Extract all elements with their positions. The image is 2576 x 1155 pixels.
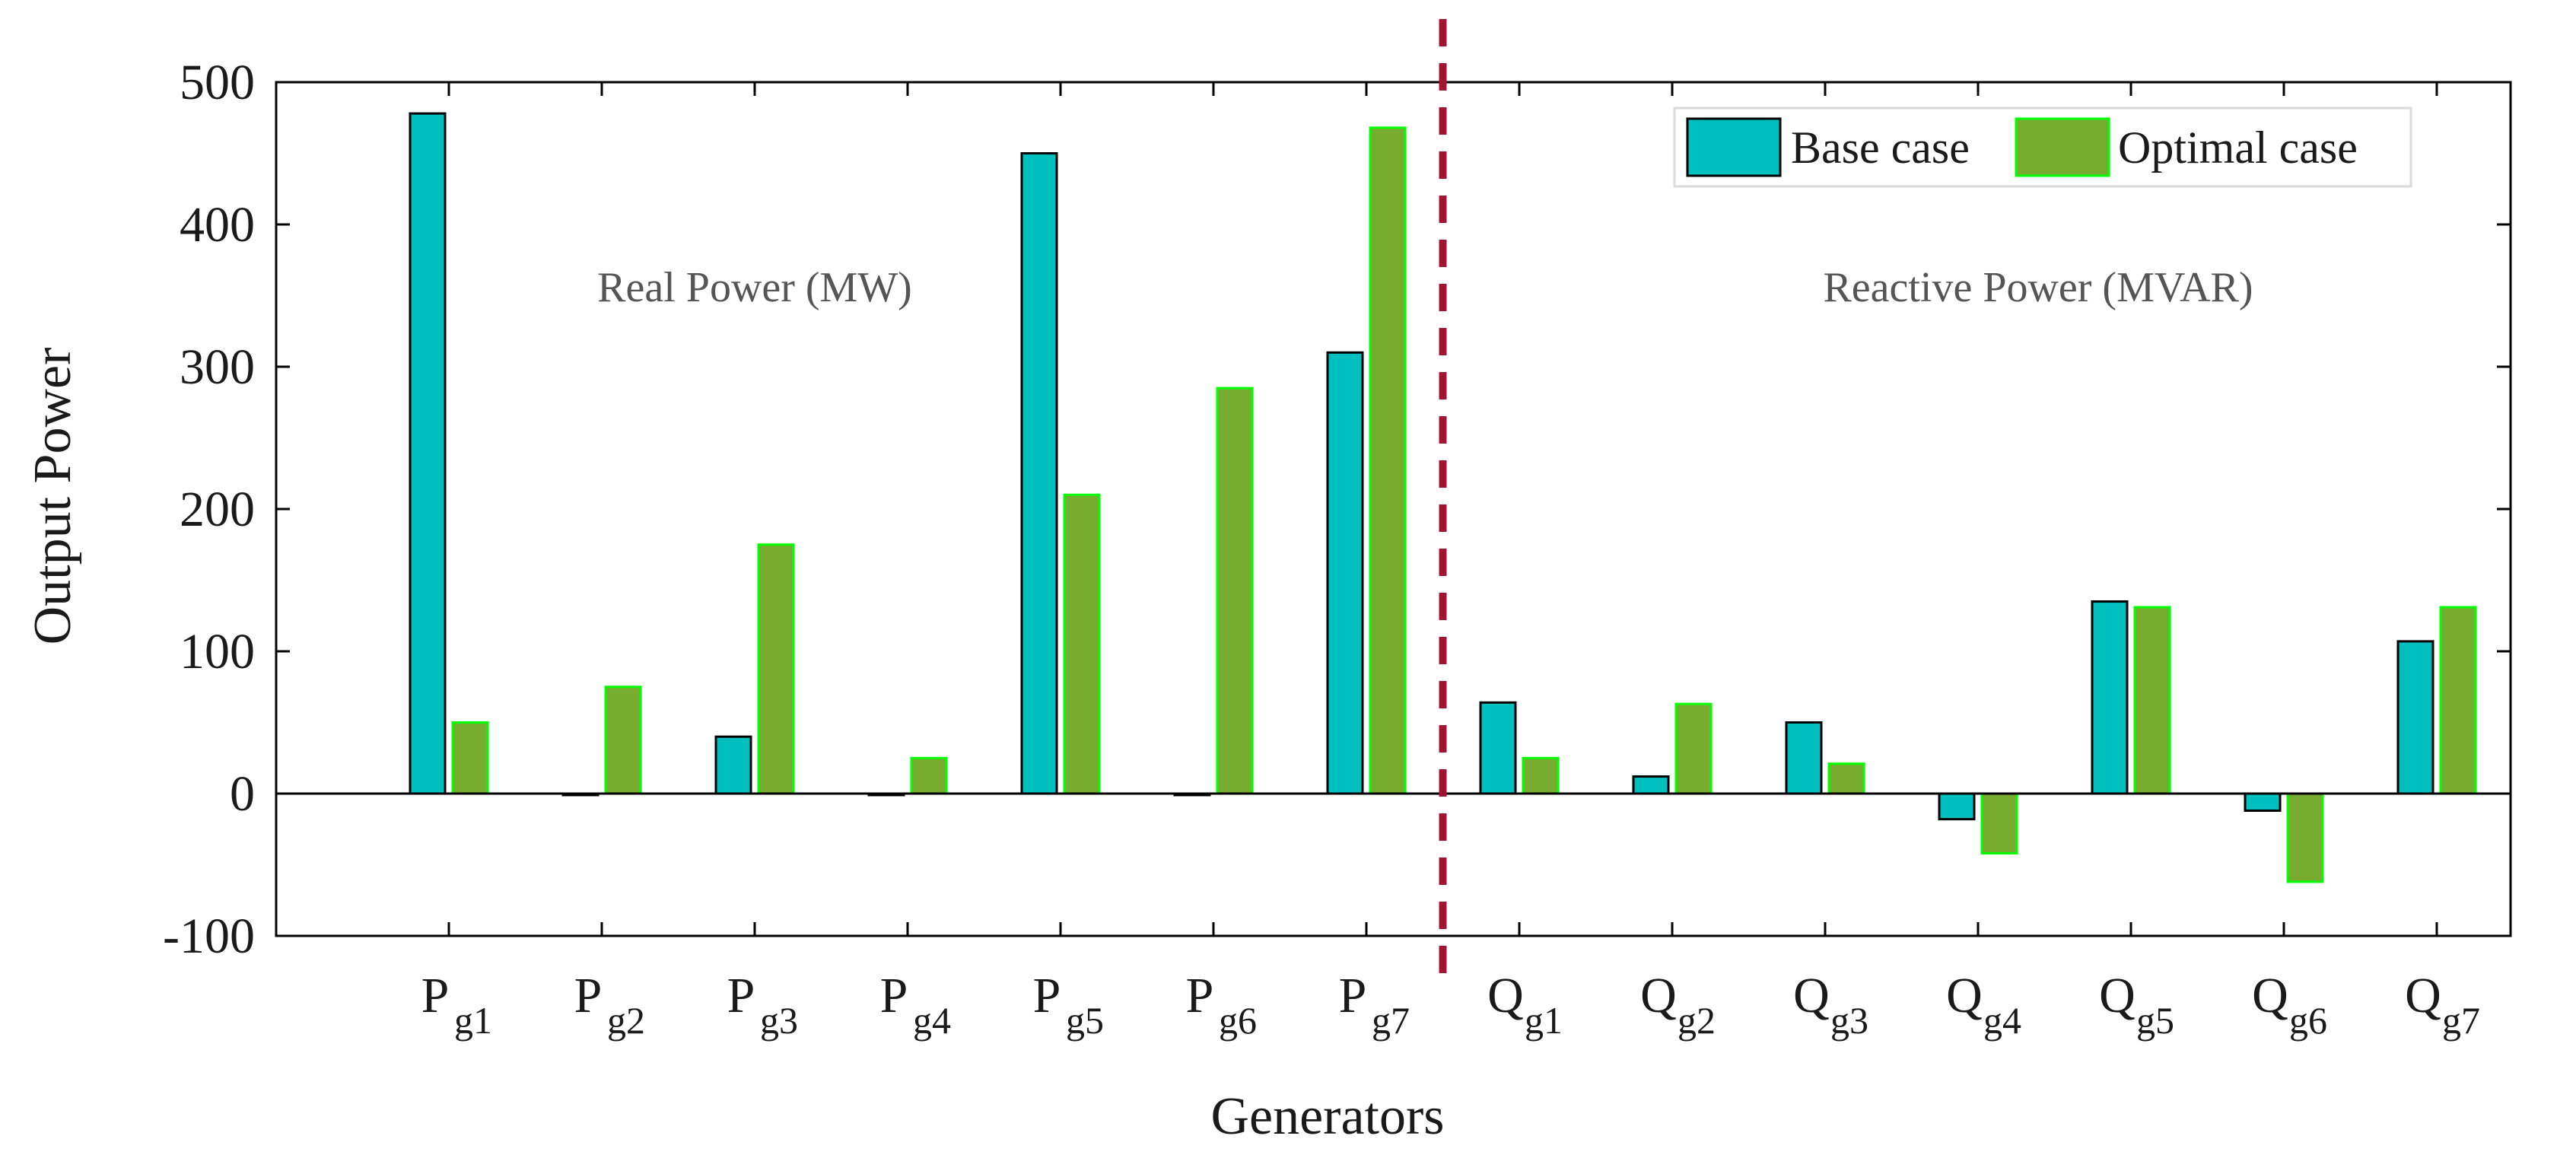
bar-optimal-qg2 — [1674, 702, 1713, 795]
x-tick-label-sub: g5 — [2136, 999, 2174, 1042]
bar-base-qg6 — [2244, 792, 2282, 812]
real-power-label: Real Power (MW) — [597, 264, 912, 311]
bar-optimal-pg4 — [910, 756, 948, 795]
x-tick-label-sub: g7 — [2442, 999, 2480, 1042]
x-tick-label-main: Q — [1946, 968, 1983, 1023]
legend-swatch-base — [1686, 117, 1782, 177]
x-tick-label-sub: g3 — [1830, 999, 1868, 1042]
y-tick-label: -100 — [163, 908, 255, 964]
x-tick-label-sub: g6 — [2289, 999, 2327, 1042]
bar-base-qg1 — [1479, 701, 1517, 795]
bar-optimal-pg2 — [604, 686, 642, 795]
x-tick-label-main: Q — [2099, 968, 2136, 1023]
x-tick-label-sub: g5 — [1066, 999, 1104, 1042]
reactive-power-label: Reactive Power (MVAR) — [1823, 264, 2253, 311]
bar-optimal-pg1 — [451, 721, 489, 795]
x-tick-label-main: P — [1033, 968, 1061, 1023]
x-tick-label-sub: g4 — [1983, 999, 2021, 1042]
x-tick-label-main: Q — [2252, 968, 2288, 1023]
x-tick-label-sub: g2 — [1678, 999, 1716, 1042]
x-tick-label-main: P — [574, 968, 603, 1023]
x-tick-label-main: Q — [2405, 968, 2441, 1023]
x-tick-label-main: Q — [1793, 968, 1830, 1023]
legend-label-optimal: Optimal case — [2118, 123, 2358, 173]
bar-optimal-pg6 — [1216, 387, 1254, 795]
bar-optimal-qg6 — [2286, 792, 2324, 883]
legend-swatch-optimal — [2015, 117, 2110, 177]
bar-optimal-qg4 — [1980, 792, 2018, 855]
x-axis-title: Generators — [1210, 1087, 1444, 1146]
bar-base-qg2 — [1632, 775, 1670, 795]
y-tick-label: 400 — [180, 197, 255, 253]
y-tick-label: 500 — [180, 55, 255, 110]
bar-optimal-qg1 — [1522, 756, 1560, 795]
x-tick-label-sub: g2 — [607, 999, 645, 1042]
x-tick-label-main: P — [727, 968, 755, 1023]
bar-optimal-pg3 — [757, 543, 795, 795]
x-tick-label-sub: g1 — [1525, 999, 1563, 1042]
x-tick-label-main: P — [1186, 968, 1214, 1023]
bar-base-qg3 — [1785, 721, 1823, 795]
bar-base-pg3 — [714, 735, 752, 795]
y-axis-title: Output Power — [24, 348, 82, 645]
x-tick-label-sub: g4 — [913, 999, 951, 1042]
bar-optimal-pg5 — [1063, 493, 1101, 795]
x-tick-label-main: Q — [1640, 968, 1677, 1023]
bar-optimal-pg7 — [1369, 126, 1407, 795]
bar-base-pg7 — [1326, 351, 1364, 795]
x-tick-label-sub: g6 — [1219, 999, 1257, 1042]
x-tick-label-main: Q — [1487, 968, 1524, 1023]
x-tick-label-main: P — [880, 968, 908, 1023]
bar-base-pg5 — [1020, 152, 1058, 795]
x-tick-label-sub: g7 — [1372, 999, 1410, 1042]
x-tick-label-sub: g1 — [454, 999, 492, 1042]
y-tick-label: 200 — [180, 482, 255, 537]
bar-optimal-qg7 — [2439, 606, 2477, 795]
legend-label-base: Base case — [1791, 123, 1970, 173]
bar-base-qg7 — [2396, 640, 2434, 795]
y-tick-label: 0 — [230, 766, 255, 822]
bar-base-qg5 — [2091, 600, 2129, 795]
y-tick-label: 300 — [180, 339, 255, 395]
bar-optimal-qg3 — [1827, 762, 1865, 795]
bar-base-pg1 — [409, 112, 447, 795]
x-tick-label-sub: g3 — [760, 999, 798, 1042]
y-tick-label: 100 — [180, 624, 255, 679]
bar-base-qg4 — [1938, 792, 1976, 821]
bar-optimal-qg5 — [2133, 606, 2171, 795]
x-tick-label-main: P — [1339, 968, 1367, 1023]
x-tick-label-main: P — [421, 968, 450, 1023]
